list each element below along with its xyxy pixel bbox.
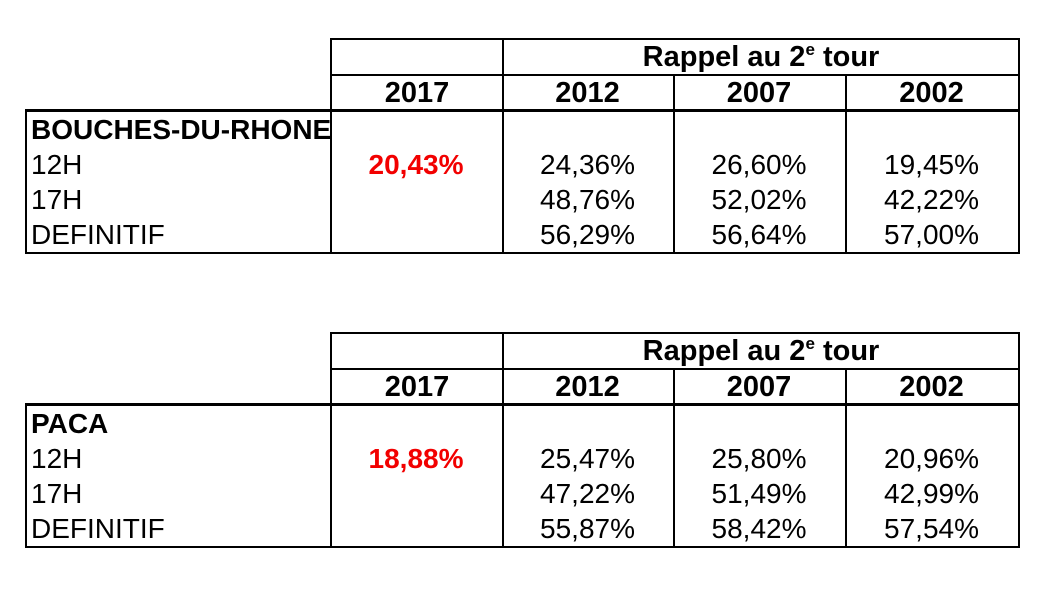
value-cell-2007-17h: 52,02% [711,184,807,215]
value-cell-2017-12h: 18,88% [368,443,464,474]
grid-line [502,38,504,254]
row-label-definitif: DEFINITIF [31,513,165,544]
recall-header-superscript: e [805,333,815,353]
value-cell-2007-12h: 25,80% [711,443,807,474]
grid-line [673,74,675,254]
year-header-2007: 2007 [726,77,792,109]
value-cell-2002-12h: 20,96% [884,443,979,474]
grid-line [25,109,27,254]
recall-header-text: Rappel au 2 [642,334,806,367]
value-cell-2002-17h: 42,99% [884,478,979,509]
value-cell-2002-17h: 42,22% [884,184,979,215]
year-header-2017: 2017 [384,371,450,403]
year-header-2017: 2017 [384,77,450,109]
grid-line [25,403,27,548]
grid-line [330,38,332,254]
value-cell-2017-17h [330,476,502,511]
year-header-2012: 2012 [555,371,620,403]
row-label-paca: PACA [31,408,109,439]
recall-header-text-suffix: tour [814,334,880,367]
value-cell-2012-paca [502,406,673,441]
value-cell-2017-17h [330,182,502,217]
value-cell-2002-12h: 19,45% [884,149,979,180]
value-cell-2012-definitif: 55,87% [540,513,635,544]
grid-line [845,368,847,548]
table-body: PACA 12H 18,88% 25,47% 25,80% 20,96% 17H 47,22%… [27,406,1018,546]
value-cell-2012-17h: 48,76% [540,184,635,215]
grid-line [1018,332,1020,548]
value-cell-2017-definitif [330,511,502,546]
row-label-17h: 17H [31,184,83,215]
value-cell-2002-definitif: 57,00% [884,219,979,250]
value-cell-2007-12h: 26,60% [711,149,807,180]
grid-line [330,332,332,548]
year-header-row: 2017 2012 2007 2002 [332,372,1018,403]
row-label-17h: 17H [31,478,83,509]
grid-line [1018,38,1020,254]
value-cell-2012-definitif: 56,29% [540,219,635,250]
grid-line [845,74,847,254]
value-cell-2012-12h: 24,36% [540,149,635,180]
row-label-12h: 12H [31,443,83,474]
value-cell-2002-paca [845,406,1018,441]
grid-line [330,74,1020,76]
value-cell-2007-definitif: 56,64% [711,219,807,250]
value-cell-2007-17h: 51,49% [711,478,807,509]
grid-line [502,332,504,548]
value-cell-2007-definitif: 58,42% [711,513,807,544]
year-header-2002: 2002 [899,371,964,403]
table-body: BOUCHES-DU-RHONE 12H 20,43% 24,36% 26,60% 19,… [27,112,1018,252]
recall-header-text: Rappel au 2 [642,40,806,73]
grid-line [25,109,1020,112]
row-label-bouches-du-rhone: BOUCHES-DU-RHONE [31,114,332,145]
value-cell-2017-definitif [330,217,502,252]
grid-line [330,332,1020,334]
year-header-row: 2017 2012 2007 2002 [332,78,1018,109]
year-header-2002: 2002 [899,77,964,109]
grid-line [25,252,1020,254]
value-cell-2002-bouches-du-rhone [845,112,1018,147]
value-cell-2002-definitif: 57,54% [884,513,979,544]
value-cell-2017-bouches-du-rhone [330,112,502,147]
value-cell-2012-12h: 25,47% [540,443,635,474]
year-header-2012: 2012 [555,77,620,109]
value-cell-2012-bouches-du-rhone [502,112,673,147]
value-cell-2007-paca [673,406,845,441]
row-label-definitif: DEFINITIF [31,219,165,250]
recall-header-text-suffix: tour [814,40,880,73]
grid-line [330,38,1020,40]
grid-line [330,368,1020,370]
row-label-12h: 12H [31,149,83,180]
grid-line [673,368,675,548]
value-cell-2017-12h: 20,43% [368,149,464,180]
recall-header-superscript: e [805,39,815,59]
year-header-2007: 2007 [726,371,792,403]
grid-line [25,546,1020,548]
value-cell-2007-bouches-du-rhone [673,112,845,147]
value-cell-2017-paca [330,406,502,441]
grid-line [25,403,1020,406]
value-cell-2012-17h: 47,22% [540,478,635,509]
